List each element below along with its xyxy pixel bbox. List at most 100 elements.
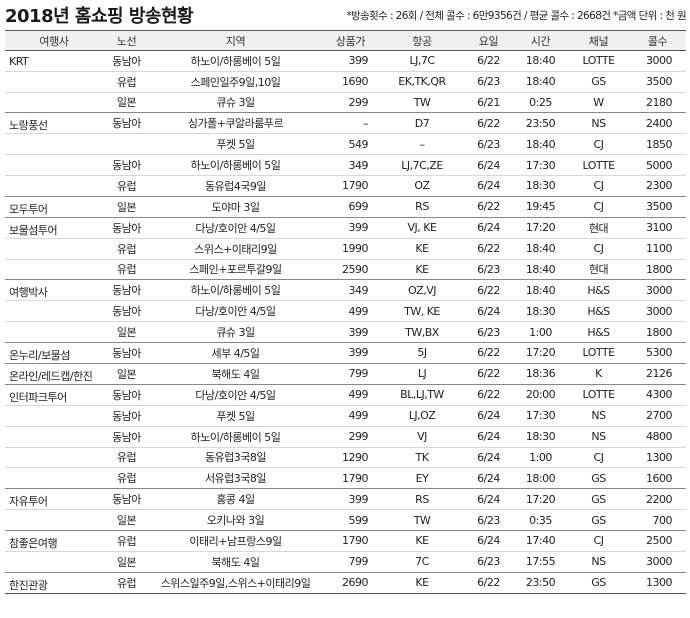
table-row: 자유투어 동남아 홍콩 4일 399 RS 6/24 17:20 GS 2200 bbox=[5, 488, 686, 511]
route-cell: 동남아 bbox=[103, 426, 150, 448]
route-cell: 유럽 bbox=[103, 572, 150, 594]
airline-cell: VJ bbox=[380, 426, 464, 448]
table-row: KRT 동남아 하노이/하롱베이 5일 399 LJ,7C 6/22 18:40 LOTTE 3… bbox=[5, 50, 686, 72]
channel-cell: 현대 bbox=[568, 259, 629, 281]
route-cell: 유럽 bbox=[103, 238, 150, 260]
date-cell: 6/23 bbox=[464, 509, 513, 531]
region-cell: 하노이/하롱베이 5일 bbox=[150, 154, 321, 176]
time-cell: 18:30 bbox=[513, 426, 568, 448]
channel-cell: GS bbox=[568, 71, 629, 93]
date-cell: 6/24 bbox=[464, 447, 513, 469]
table-row: 온라인/레드캡/한진 일본 북해도 4일 799 LJ 6/22 18:36 K 2126 bbox=[5, 363, 686, 385]
region-cell: 도야마 3일 bbox=[150, 196, 321, 218]
channel-cell: 현대 bbox=[568, 217, 629, 239]
date-cell: 6/22 bbox=[464, 238, 513, 260]
channel-cell: CJ bbox=[568, 530, 629, 552]
region-cell: 다낭/호이안 4/5일 bbox=[150, 300, 321, 323]
agency-cell: 한진관광 bbox=[5, 572, 103, 594]
region-cell: 이태리+남프랑스9일 bbox=[150, 530, 321, 552]
price-cell: 549 bbox=[321, 133, 380, 156]
calls-cell: 1800 bbox=[629, 321, 686, 343]
table-row: 일본 큐슈 3일 399 TW,BX 6/23 1:00 H&S 1800 bbox=[5, 321, 686, 343]
time-cell: 20:00 bbox=[513, 384, 568, 406]
route-cell: 유럽 bbox=[103, 447, 150, 469]
date-cell: 6/22 bbox=[464, 50, 513, 72]
airline-cell: 5J bbox=[380, 342, 464, 364]
table-row: 모두투어 일본 도야마 3일 699 RS 6/22 19:45 CJ 3500 bbox=[5, 196, 686, 218]
date-cell: 6/22 bbox=[464, 572, 513, 594]
date-cell: 6/22 bbox=[464, 342, 513, 364]
date-cell: 6/22 bbox=[464, 363, 513, 385]
calls-cell: 3000 bbox=[629, 300, 686, 323]
time-cell: 17:20 bbox=[513, 342, 568, 364]
calls-cell: 2180 bbox=[629, 92, 686, 114]
airline-cell: EY bbox=[380, 467, 464, 490]
time-cell: 18:30 bbox=[513, 300, 568, 323]
airline-cell: VJ, KE bbox=[380, 217, 464, 239]
route-cell: 유럽 bbox=[103, 71, 150, 93]
time-cell: 17:30 bbox=[513, 405, 568, 427]
route-cell: 일본 bbox=[103, 363, 150, 385]
date-cell: 6/24 bbox=[464, 467, 513, 490]
table-row: 유럽 스페인일주9일,10일 1690 EK,TK,QR 6/23 18:40 GS 3500 bbox=[5, 71, 686, 93]
table-row: 일본 오키나와 3일 599 TW 6/23 0:35 GS 700 bbox=[5, 509, 686, 531]
calls-cell: 700 bbox=[629, 509, 686, 531]
route-cell: 유럽 bbox=[103, 467, 150, 490]
agency-cell bbox=[5, 426, 103, 448]
time-cell: 17:30 bbox=[513, 154, 568, 176]
agency-cell bbox=[5, 92, 103, 114]
price-cell: 699 bbox=[321, 196, 380, 218]
region-cell: 동유럽3국8일 bbox=[150, 447, 321, 469]
airline-cell: – bbox=[380, 133, 464, 156]
price-cell: 1790 bbox=[321, 175, 380, 197]
channel-cell: H&S bbox=[568, 321, 629, 343]
summary-notes: *방송횟수 : 26회 / 전체 콜수 : 6만9356건 / 평균 콜수 : … bbox=[346, 10, 686, 22]
price-cell: 399 bbox=[321, 342, 380, 364]
price-cell: 2590 bbox=[321, 259, 380, 281]
channel-cell: GS bbox=[568, 572, 629, 594]
time-cell: 18:36 bbox=[513, 363, 568, 385]
region-cell: 동유럽4국9일 bbox=[150, 175, 321, 197]
route-cell: 동남아 bbox=[103, 112, 150, 135]
price-cell: 599 bbox=[321, 509, 380, 531]
agency-cell bbox=[5, 175, 103, 197]
route-cell: 동남아 bbox=[103, 488, 150, 511]
table-row: 동남아 하노이/하롱베이 5일 299 VJ 6/24 18:30 NS 4800 bbox=[5, 426, 686, 448]
header-date: 요일 bbox=[464, 30, 513, 51]
region-cell: 다낭/호이안 4/5일 bbox=[150, 217, 321, 239]
airline-cell: RS bbox=[380, 488, 464, 511]
price-cell: 349 bbox=[321, 154, 380, 176]
date-cell: 6/23 bbox=[464, 551, 513, 573]
time-cell: 17:20 bbox=[513, 488, 568, 511]
price-cell: 499 bbox=[321, 300, 380, 323]
header-airline: 항공 bbox=[380, 30, 464, 51]
table-row: 유럽 스위스+이태리9일 1990 KE 6/22 18:40 CJ 1100 bbox=[5, 238, 686, 260]
price-cell: 299 bbox=[321, 92, 380, 114]
table-row: 일본 큐슈 3일 299 TW 6/21 0:25 W 2180 bbox=[5, 92, 686, 114]
price-cell: 399 bbox=[321, 488, 380, 511]
route-cell: 유럽 bbox=[103, 530, 150, 552]
calls-cell: 4800 bbox=[629, 426, 686, 448]
date-cell: 6/22 bbox=[464, 196, 513, 218]
agency-cell bbox=[5, 467, 103, 490]
agency-cell bbox=[5, 238, 103, 260]
airline-cell: TW bbox=[380, 509, 464, 531]
channel-cell: GS bbox=[568, 509, 629, 531]
channel-cell: LOTTE bbox=[568, 384, 629, 406]
calls-cell: 1600 bbox=[629, 467, 686, 490]
date-cell: 6/23 bbox=[464, 321, 513, 343]
channel-cell: K bbox=[568, 363, 629, 385]
time-cell: 17:55 bbox=[513, 551, 568, 573]
table-row: 유럽 동유럽3국8일 1290 TK 6/24 1:00 CJ 1300 bbox=[5, 447, 686, 469]
agency-cell: KRT bbox=[5, 50, 103, 72]
date-cell: 6/24 bbox=[464, 175, 513, 197]
agency-cell bbox=[5, 300, 103, 323]
price-cell: – bbox=[321, 112, 380, 135]
agency-cell: 노랑풍선 bbox=[5, 112, 103, 135]
agency-cell bbox=[5, 133, 103, 156]
time-cell: 0:25 bbox=[513, 92, 568, 114]
route-cell: 동남아 bbox=[103, 50, 150, 72]
channel-cell: NS bbox=[568, 426, 629, 448]
table-row: 보물섬투어 동남아 다낭/호이안 4/5일 399 VJ, KE 6/24 17:20 현대 3… bbox=[5, 217, 686, 239]
region-cell: 하노이/하롱베이 5일 bbox=[150, 426, 321, 448]
